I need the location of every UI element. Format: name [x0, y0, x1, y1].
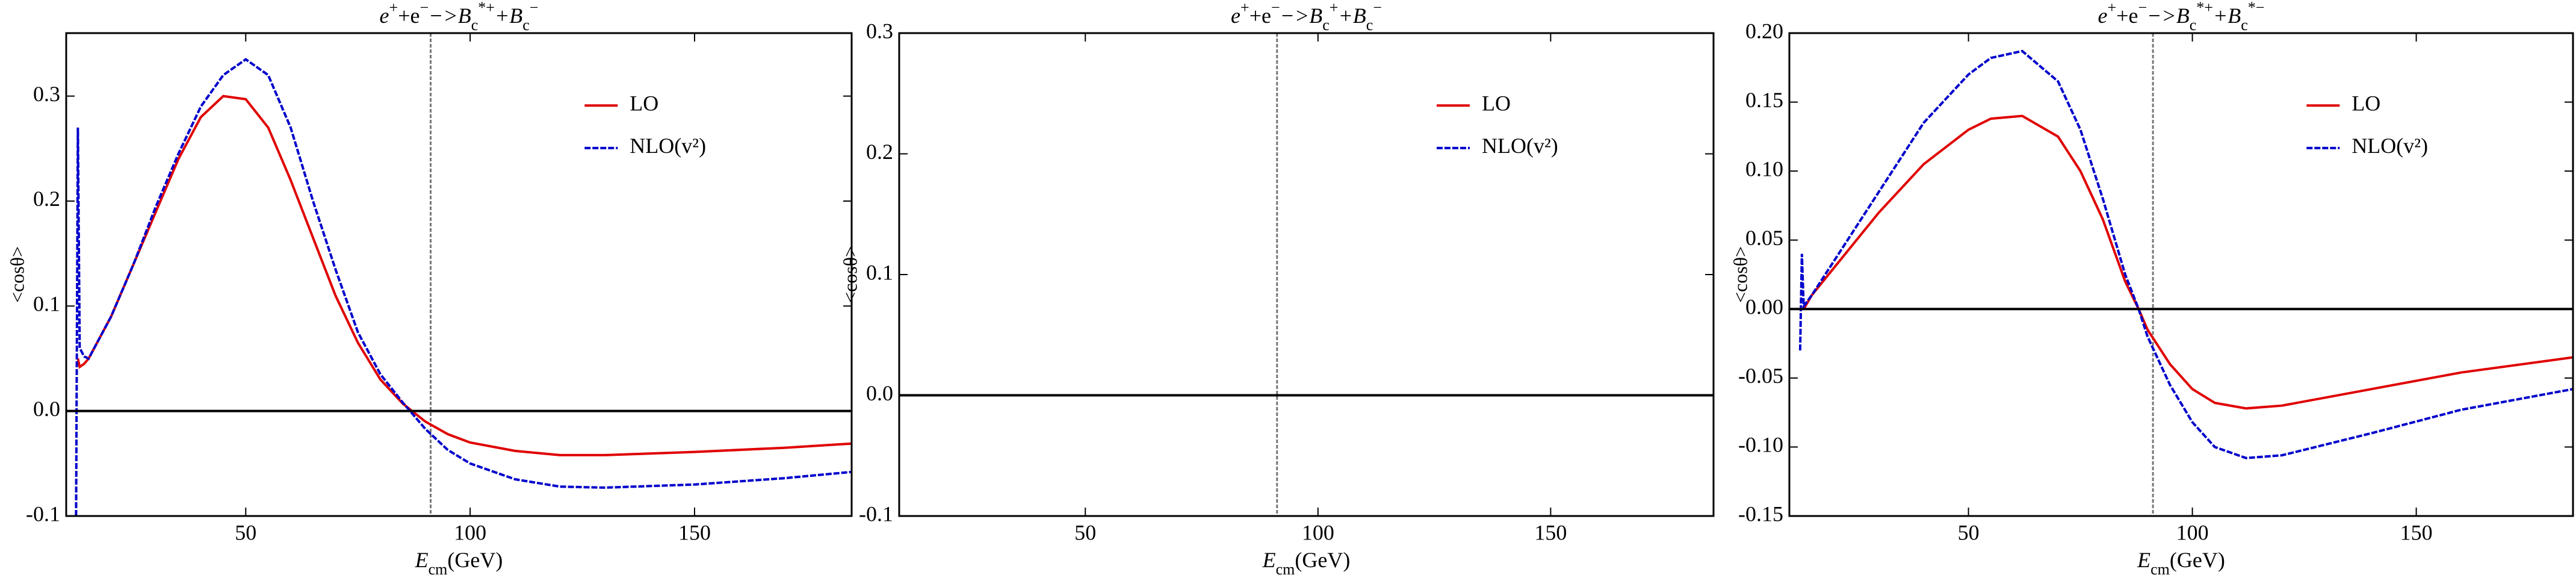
y-tick-label: -0.1 [26, 502, 60, 526]
x-tick-label: 150 [1534, 520, 1567, 544]
text-part: − [2138, 0, 2147, 16]
text-part: e [1231, 4, 1240, 28]
y-axis-label: <cosθ> [1729, 246, 1751, 303]
text-part: − [1271, 0, 1280, 16]
text-part: (GeV) [1295, 548, 1350, 572]
text-part: −>B [1280, 4, 1323, 28]
text-part: +B [495, 4, 522, 28]
x-axis-label: Ecm(GeV) [415, 548, 503, 575]
plot-frame [1788, 32, 2574, 517]
legend-label: LO [2352, 92, 2380, 116]
x-tick-label: 50 [1958, 520, 1980, 544]
legend-label: NLO(v²) [1482, 134, 1558, 158]
text-part: (GeV) [2170, 548, 2225, 572]
y-tick-label: 0.0 [33, 397, 60, 421]
text-part: c [1366, 16, 1373, 34]
data-line [1798, 49, 2574, 459]
text-part: (GeV) [447, 548, 503, 572]
y-tick-label: 0.10 [1745, 157, 1783, 181]
text-part: + [389, 0, 398, 16]
text-part: c [1322, 16, 1330, 34]
y-tick-label: 0.3 [33, 82, 60, 106]
text-part: e [2098, 4, 2108, 28]
panel: e++e−−>Bc*++Bc−Ecm(GeV)<cosθ>-0.10.00.10… [6, 0, 853, 575]
y-tick-label: 0.0 [866, 381, 893, 405]
panel: e++e−−>Bc*++Bc*−Ecm(GeV)<cosθ>-0.15-0.10… [1729, 0, 2574, 575]
y-tick-label: 0.1 [866, 260, 893, 284]
text-part: − [530, 0, 539, 16]
y-tick-label: 0.2 [866, 140, 893, 164]
text-part: cm [2150, 561, 2170, 575]
legend-label: LO [630, 92, 658, 116]
text-part: + [2108, 0, 2117, 16]
y-axis-label: <cosθ> [839, 246, 861, 303]
chart-title: e++e−−>Bc++Bc− [1231, 0, 1382, 34]
text-part: +B [1338, 4, 1366, 28]
text-part: +B [2213, 4, 2241, 28]
text-part: *− [2248, 0, 2265, 16]
text-part: − [1373, 0, 1382, 16]
y-axis-label: <cosθ> [6, 246, 28, 303]
x-tick-label: 50 [235, 520, 256, 544]
text-part: − [420, 0, 429, 16]
y-tick-label: -0.15 [1738, 502, 1783, 526]
x-tick-label: 150 [2400, 520, 2433, 544]
x-axis-label: Ecm(GeV) [1262, 548, 1351, 575]
text-part: *+ [2196, 0, 2213, 16]
x-tick-label: 50 [1074, 520, 1096, 544]
text-part: c [2190, 16, 2197, 34]
text-part: E [415, 548, 429, 572]
plot-frame [898, 32, 1715, 517]
y-tick-label: -0.10 [1738, 433, 1783, 457]
legend-label: NLO(v²) [2352, 134, 2428, 158]
text-part: + [1330, 0, 1339, 16]
y-tick-label: -0.1 [859, 502, 893, 526]
text-part: e [380, 4, 389, 28]
legend-label: NLO(v²) [630, 134, 706, 158]
x-axis-label: Ecm(GeV) [2137, 548, 2225, 575]
text-part: c [471, 16, 478, 34]
y-tick-label: 0.15 [1745, 88, 1783, 112]
panel: e++e−−>Bc++Bc−Ecm(GeV)<cosθ>-0.10.00.10.… [839, 0, 1715, 575]
y-tick-label: 0.20 [1745, 19, 1783, 43]
y-tick-label: 0.3 [866, 19, 893, 43]
text-part: −>B [429, 4, 471, 28]
text-part: E [2137, 548, 2150, 572]
x-tick-label: 150 [678, 520, 711, 544]
data-line [76, 95, 852, 456]
text-part: cm [1276, 561, 1295, 575]
text-part: c [2241, 16, 2248, 34]
data-line [75, 58, 852, 517]
text-part: +e [1249, 4, 1271, 28]
text-part: cm [429, 561, 448, 575]
plot-frame [65, 32, 853, 517]
chart-title: e++e−−>Bc*++Bc− [380, 0, 539, 34]
text-part: +e [398, 4, 420, 28]
x-tick-label: 100 [454, 520, 486, 544]
y-tick-label: 0.00 [1745, 295, 1783, 319]
text-part: + [1240, 0, 1249, 16]
y-tick-label: 0.2 [33, 187, 60, 211]
text-part: c [522, 16, 530, 34]
text-part: *+ [478, 0, 495, 16]
y-tick-label: 0.05 [1745, 226, 1783, 250]
text-part: −>B [2147, 4, 2190, 28]
text-part: +e [2116, 4, 2138, 28]
x-tick-label: 100 [2176, 520, 2209, 544]
y-tick-label: -0.05 [1738, 364, 1783, 388]
x-tick-label: 100 [1302, 520, 1334, 544]
data-line [1803, 114, 2574, 410]
text-part: E [1262, 548, 1276, 572]
chart-title: e++e−−>Bc*++Bc*− [2098, 0, 2265, 34]
legend-label: LO [1482, 92, 1511, 116]
y-tick-label: 0.1 [33, 292, 60, 316]
